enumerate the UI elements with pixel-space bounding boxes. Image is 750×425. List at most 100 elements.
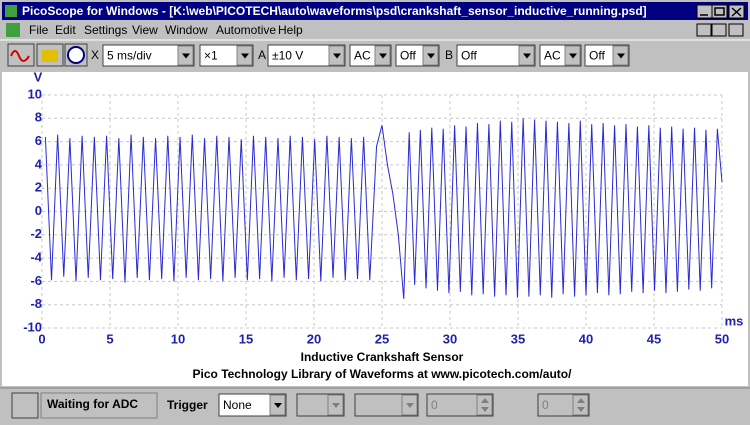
plot: -10 -8 -6 -4 -2 0 2 4 6 8 10 0 5 10 15 20 25 30 35 40 45 50 (23, 86, 729, 346)
combo-field (267, 44, 346, 67)
combo-value: Off (589, 49, 605, 63)
spectrum-icon (42, 50, 58, 62)
x-axis-label: ms (725, 313, 744, 328)
chart-subtitle: Pico Technology Library of Waveforms at … (193, 367, 573, 381)
combo-arrow-button[interactable] (476, 394, 493, 416)
doc-minimize[interactable] (696, 23, 712, 37)
combo-value: 0 (431, 398, 438, 412)
combo-arrow (523, 53, 531, 59)
combo-value: 0 (542, 398, 549, 412)
combo-value: 5 ms/div (107, 49, 152, 63)
combo-value: None (223, 398, 252, 412)
channel-b-label: B (445, 48, 453, 62)
combo-box[interactable]: AC (539, 44, 582, 67)
menu-item[interactable]: Edit (55, 23, 76, 37)
x-tick-label: 10 (171, 331, 185, 346)
combo-box[interactable]: Off (456, 44, 536, 67)
menu-item[interactable]: File (29, 23, 49, 37)
doc-buttons[interactable] (696, 23, 744, 37)
doc-close[interactable] (728, 23, 744, 37)
x-tick-label: 0 (38, 331, 45, 346)
title-bar (2, 2, 748, 20)
combo-arrow (406, 403, 414, 408)
chart-title: Inductive Crankshaft Sensor (301, 350, 464, 364)
combo-box[interactable]: AC (349, 44, 392, 67)
combo-value: AC (544, 49, 561, 63)
x-label: X (91, 48, 99, 62)
combo-arrow (241, 53, 249, 59)
combo-box (354, 393, 419, 417)
scope-button[interactable] (7, 43, 35, 67)
combo-arrow-button[interactable] (572, 394, 589, 416)
app-icon (5, 5, 17, 17)
status-panel (40, 392, 158, 419)
meter-icon (67, 46, 85, 64)
combo-box (296, 393, 345, 417)
x-tick-label: 15 (239, 331, 253, 346)
y-tick-label: 6 (35, 133, 42, 148)
y-tick-label: 8 (35, 110, 42, 125)
scope-icon (10, 50, 30, 62)
y-tick-label: -6 (30, 273, 42, 288)
doc-icon (6, 23, 20, 37)
combo-value: ±10 V (272, 49, 303, 63)
menu-item[interactable]: Settings (84, 23, 127, 37)
start-button[interactable] (11, 392, 39, 419)
combo-value: Off (400, 49, 416, 63)
combo-field (456, 44, 536, 67)
x-tick-label: 5 (106, 331, 113, 346)
doc-restore[interactable] (711, 23, 727, 37)
combo-box[interactable]: None (218, 393, 287, 417)
combo-arrow (332, 403, 340, 408)
menu-item[interactable]: View (132, 23, 158, 37)
window-title: PicoScope for Windows - [K:\web\PICOTECH… (22, 4, 647, 18)
combo-box: 0 (537, 393, 590, 417)
spin-arrows (481, 398, 489, 412)
menu-bar: File Edit Settings View Window Automotive Help (29, 23, 303, 37)
combo-arrow (617, 53, 625, 59)
controls: 5 ms/div ×1 ±10 V AC Off Off AC Off None 0 0 (102, 44, 630, 417)
combo-arrow (182, 53, 190, 59)
combo-field (218, 393, 287, 417)
spin-arrows (577, 398, 585, 412)
y-axis-label: V (34, 69, 43, 84)
trigger-label: Trigger (167, 398, 208, 412)
combo-box[interactable]: Off (584, 44, 630, 67)
y-tick-label: -10 (23, 319, 42, 334)
waveform (44, 118, 723, 299)
x-tick-label: 50 (715, 331, 729, 346)
window-buttons[interactable] (696, 4, 745, 19)
channel-a-label: A (258, 48, 266, 62)
combo-box[interactable]: Off (395, 44, 440, 67)
combo-arrow (569, 53, 577, 59)
x-tick-label: 20 (307, 331, 321, 346)
x-tick-label: 30 (443, 331, 457, 346)
combo-box[interactable]: ±10 V (267, 44, 346, 67)
combo-arrow (379, 53, 387, 59)
button-glyphs (700, 7, 742, 17)
y-tick-label: 4 (35, 156, 43, 171)
y-tick-label: 10 (28, 86, 42, 101)
menu-item[interactable]: Window (165, 23, 208, 37)
x-tick-label: 25 (375, 331, 389, 346)
combo-arrow (427, 53, 435, 59)
chart-area (2, 72, 748, 386)
combo-box[interactable]: ×1 (199, 44, 254, 67)
combo-field (102, 44, 195, 67)
combo-value: Off (461, 49, 477, 63)
x-tick-label: 40 (579, 331, 593, 346)
y-tick-label: 2 (35, 180, 42, 195)
y-tick-label: -8 (30, 296, 42, 311)
combo-arrow (274, 403, 282, 408)
combo-box[interactable]: 5 ms/div (102, 44, 195, 67)
combo-value: AC (354, 49, 371, 63)
minimize-button[interactable] (696, 4, 713, 19)
y-tick-label: -2 (30, 226, 42, 241)
menu-item[interactable]: Automotive (216, 23, 276, 37)
menu-item[interactable]: Help (278, 23, 303, 37)
x-tick-label: 35 (511, 331, 525, 346)
combo-box: 0 (426, 393, 494, 417)
y-tick-label: -4 (30, 250, 42, 265)
x-tick-label: 45 (647, 331, 661, 346)
